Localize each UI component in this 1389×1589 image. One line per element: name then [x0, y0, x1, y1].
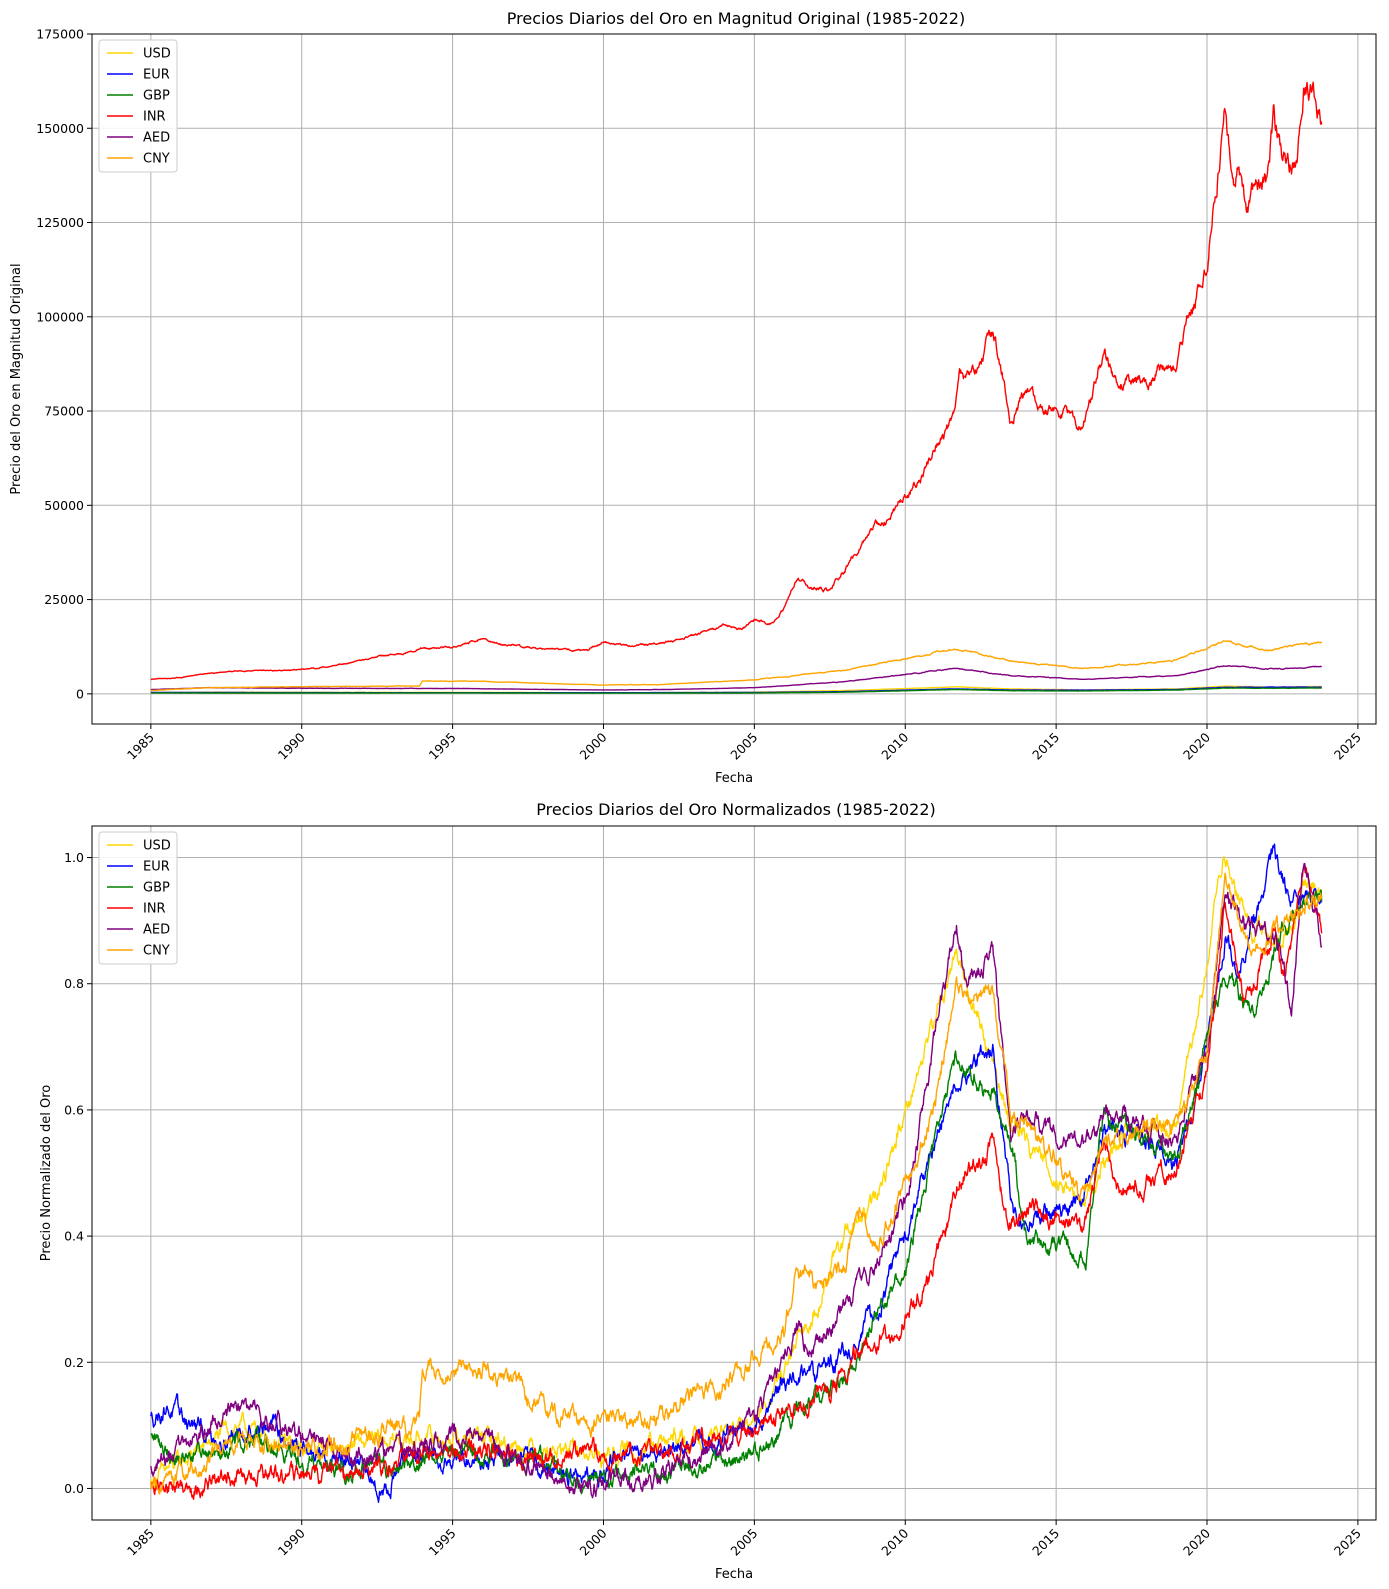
y-axis-label: Precio Normalizado del Oro [39, 1085, 54, 1262]
series-line-cny [150, 872, 1323, 1495]
y-tick-label: 0.8 [64, 976, 84, 991]
y-tick-label: 0.6 [64, 1102, 84, 1117]
legend-entry: INR [143, 110, 166, 125]
y-tick-label: 125000 [36, 215, 84, 230]
series-line-inr [150, 865, 1323, 1500]
y-tick-label: 100000 [36, 309, 84, 324]
legend-entry: AED [143, 131, 170, 146]
legend-entry: GBP [143, 89, 170, 104]
legend-entry: EUR [143, 68, 170, 83]
legend-box [98, 39, 178, 173]
legend: USD EUR GBP INR AED CNY [98, 831, 178, 965]
legend-entry: CNY [143, 152, 170, 167]
y-tick-label: 0.0 [64, 1481, 84, 1496]
grid [92, 33, 1376, 724]
series-line-eur [150, 843, 1323, 1503]
series-line-gbp [150, 687, 1322, 694]
plot-frame [91, 33, 1377, 725]
legend-box [98, 831, 178, 965]
series-group [150, 81, 1323, 694]
legend-entry: INR [143, 902, 166, 917]
series-line-inr [150, 81, 1323, 681]
legend-entry: USD [143, 839, 171, 854]
y-tick-label: 175000 [36, 27, 84, 42]
chart-normalized: Precios Diarios del Oro Normalizados (19… [39, 800, 1377, 1582]
legend-entry: GBP [143, 881, 170, 896]
y-tick-label: 0 [76, 686, 84, 701]
legend-entry: CNY [143, 944, 170, 959]
y-tick-label: 75000 [44, 404, 84, 419]
legend-entry: EUR [143, 860, 170, 875]
series-line-aed [150, 664, 1323, 691]
y-tick-label: 0.2 [64, 1355, 84, 1370]
chart-title: Precios Diarios del Oro Normalizados (19… [536, 800, 936, 819]
series-line-gbp [150, 889, 1323, 1495]
grid [92, 826, 1376, 1520]
y-axis-label: Precio del Oro en Magnitud Original [9, 263, 24, 494]
legend-entry: AED [143, 923, 170, 938]
y-tick-label: 0.4 [64, 1229, 84, 1244]
x-axis-label: Fecha [715, 771, 753, 786]
y-tick-label: 150000 [36, 121, 84, 136]
y-ticks: 0 25000 50000 75000 100000 125000 150000 175000 [36, 27, 92, 701]
y-ticks: 0.0 0.2 0.4 0.6 0.8 1.0 [64, 850, 92, 1496]
y-tick-label: 25000 [44, 592, 84, 607]
y-tick-label: 1.0 [64, 850, 84, 865]
chart-title: Precios Diarios del Oro en Magnitud Orig… [507, 9, 965, 28]
plot-frame [91, 825, 1377, 1521]
legend-entry: USD [143, 47, 171, 62]
x-axis-label: Fecha [715, 1567, 753, 1582]
legend: USD EUR GBP INR AED CNY [98, 39, 178, 173]
series-group [150, 843, 1323, 1503]
chart-original-magnitude: Precios Diarios del Oro en Magnitud Orig… [9, 9, 1377, 786]
series-line-cny [150, 640, 1323, 692]
y-tick-label: 50000 [44, 498, 84, 513]
